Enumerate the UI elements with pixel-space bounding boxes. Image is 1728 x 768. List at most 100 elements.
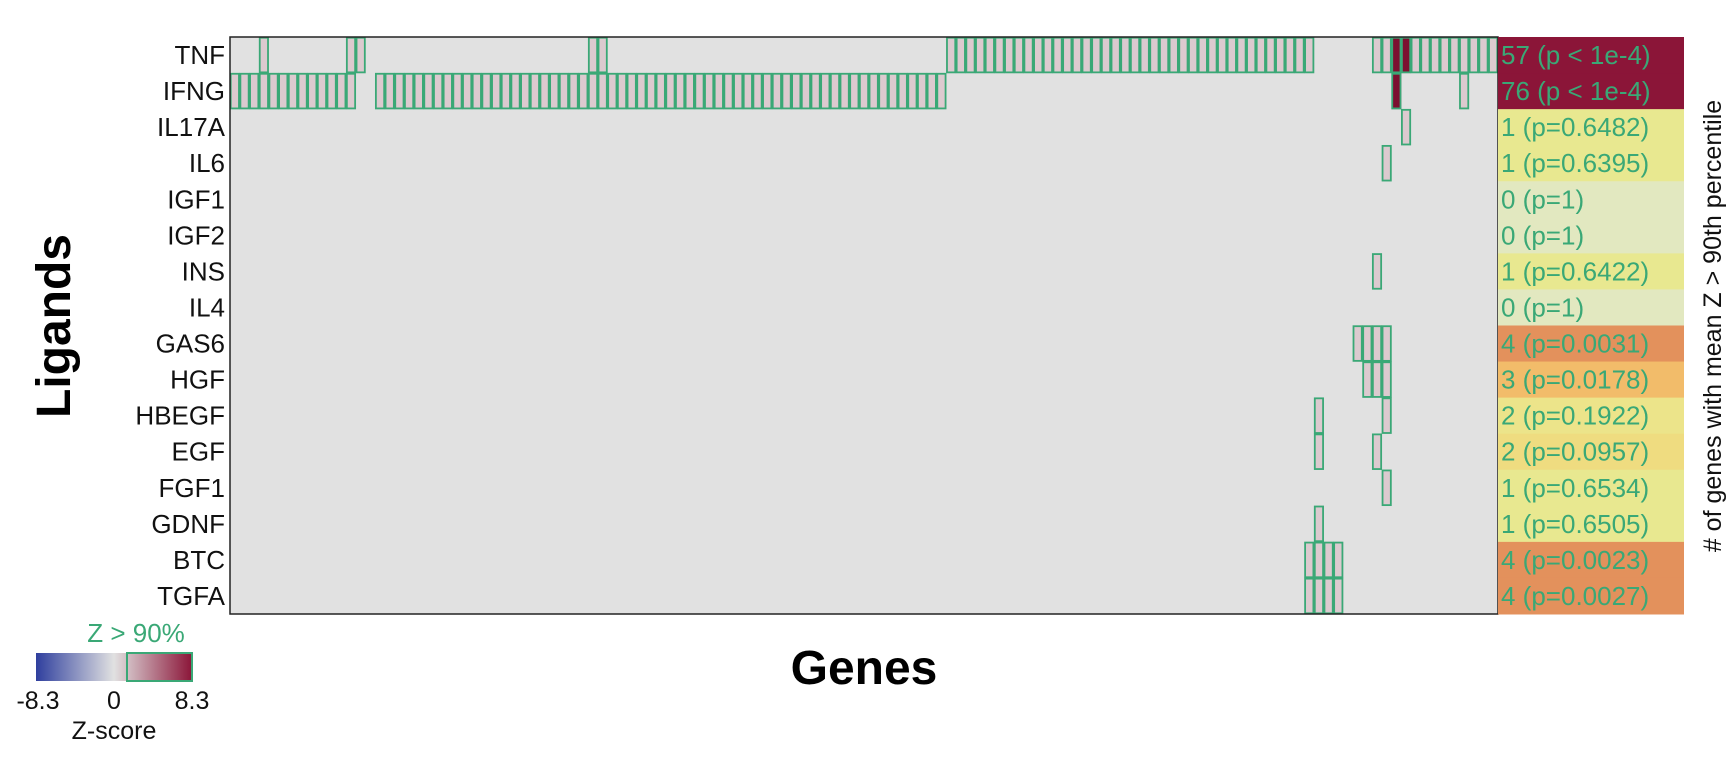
heatmap-cells [230,37,1498,614]
heatmap-cell-HBEGF-119 [1381,397,1392,434]
heatmap-cell-TNF-94 [1139,37,1150,74]
heatmap-cell-TNF-88 [1081,37,1092,74]
highlight-outline-IFNG-41 [626,72,637,110]
heatmap-cell-IFNG-0 [230,73,240,110]
annotation-label-IFNG: 76 (p < 1e-4) [1501,76,1651,106]
highlight-outline-BTC-112 [1313,541,1324,579]
highlight-outline-IFNG-1 [239,72,250,110]
highlight-outline-IFNG-8 [307,72,318,110]
annotation-label-GAS6: 4 (p=0.0031) [1501,329,1649,359]
heatmap-cell-IFNG-29 [510,73,521,110]
highlight-outline-HBEGF-119 [1381,397,1392,434]
heatmap-cell-TNF-96 [1159,37,1169,74]
heatmap-cell-TNF-108 [1275,37,1286,74]
heatmap-cell-GAS6-116 [1352,325,1363,362]
heatmap-cell-IFNG-2 [249,73,260,110]
heatmap-cell-GAS6-119 [1381,325,1392,362]
legend-title: Z-score [72,717,157,745]
highlight-outline-IFNG-51 [723,72,734,110]
heatmap-cell-IFNG-32 [539,73,550,110]
heatmap-cell-IFNG-50 [713,73,724,110]
heatmap-cell-TNF-124 [1430,37,1440,74]
highlight-outline-IFNG-61 [820,72,831,110]
highlight-outline-HBEGF-112 [1313,397,1324,434]
highlight-outline-IFNG-66 [868,72,879,110]
annotation-cell-HGF [1498,361,1684,399]
heatmap-cell-IFNG-55 [762,73,773,110]
heatmap-cell-TNF-103 [1226,37,1237,74]
highlight-outline-BTC-111 [1304,541,1315,579]
legend-threshold-label: Z > 90% [87,618,185,648]
heatmap-cell-IL17A-121 [1401,109,1411,146]
highlight-outline-IFNG-50 [713,72,724,110]
heatmap-cell-TNF-12 [346,37,356,74]
y-axis-title: Ligands [28,234,81,418]
heatmap-cell-IFNG-39 [607,73,618,110]
annotation-label-HBEGF: 2 (p=0.1922) [1501,401,1649,431]
legend-tick-max: 8.3 [175,687,210,715]
annotation-cell-TGFA [1498,577,1684,615]
heatmap-cell-TNF-87 [1072,37,1082,74]
heatmap-cell-TNF-92 [1120,37,1131,74]
heatmap-cell-IFNG-42 [636,73,647,110]
heatmap-cell-TNF-125 [1439,37,1450,74]
heatmap-cell-GAS6-118 [1372,325,1382,362]
heatmap-cell-IFNG-43 [646,73,656,110]
heatmap-cell-IFNG-70 [907,73,918,110]
highlight-outline-IFNG-48 [694,72,705,110]
highlight-outline-IFNG-56 [771,72,782,110]
highlight-outline-GAS6-116 [1352,325,1363,362]
annotation-label-IGF1: 0 (p=1) [1501,184,1584,214]
heatmap-cell-IFNG-12 [346,73,356,110]
heatmap-cell-TNF-105 [1246,37,1257,74]
heatmap-cell-IFNG-63 [839,73,850,110]
heatmap-cell-IFNG-30 [520,73,531,110]
heatmap-cell-IFNG-33 [549,73,560,110]
heatmap-strong-cells [1391,37,1411,110]
highlight-outline-BTC-114 [1333,541,1344,579]
highlight-outline-IFNG-63 [839,72,850,110]
highlight-outline-IFNG-22 [442,72,453,110]
highlight-outline-IFNG-71 [917,72,928,110]
heatmap-cell-TNF-97 [1168,37,1179,74]
highlight-outline-IFNG-57 [781,72,792,110]
heatmap-cell-TNF-81 [1014,37,1024,74]
annotation-cell-EGF [1498,433,1684,471]
highlight-outline-IFNG-120 [1391,72,1402,110]
highlight-outline-IFNG-70 [907,72,918,110]
heatmap-cell-TNF-74 [946,37,956,74]
heatmap-cell-TNF-99 [1188,37,1198,74]
annotation-label-HGF: 3 (p=0.0178) [1501,365,1649,395]
highlight-outline-IFNG-25 [471,72,482,110]
heatmap-cell-TNF-83 [1033,37,1044,74]
annotation-label-IL6: 1 (p=0.6395) [1501,148,1649,178]
highlight-outline-IFNG-37 [587,72,599,110]
heatmap-cell-IFNG-51 [723,73,734,110]
highlight-outline-IFNG-43 [646,72,657,110]
heatmap-cell-HGF-117 [1362,361,1373,398]
heatmap-cell-IFNG-68 [888,73,898,110]
heatmap-cell-TNF-75 [955,37,966,74]
heatmap-cell-TNF-122 [1410,37,1421,74]
heatmap-cell-TNF-104 [1236,37,1247,74]
heatmap-strong-cell-TNF-121 [1401,37,1411,74]
heatmap-cell-IFNG-10 [326,73,337,110]
highlight-outline-IFNG-18 [404,72,415,110]
heatmap-cell-IFNG-53 [743,73,753,110]
highlight-outline-IFNG-29 [510,72,521,110]
highlight-outline-IFNG-16 [384,72,395,110]
highlight-outline-INS-118 [1371,253,1383,290]
row-label-GDNF: GDNF [151,509,225,539]
heatmap-cell-TNF-123 [1420,37,1431,74]
heatmap-cell-IFNG-64 [849,73,860,110]
heatmap-cell-IFNG-18 [404,73,414,110]
row-label-TGFA: TGFA [157,581,226,611]
annotation-cell-IL4 [1498,289,1684,326]
heatmap-cell-TNF-89 [1091,37,1102,74]
annotation-cell-IGF2 [1498,217,1684,254]
heatmap-cell-TNF-80 [1004,37,1015,74]
heatmap-cell-TNF-95 [1149,37,1160,74]
heatmap-cell-IFNG-58 [791,73,802,110]
legend-threshold-box [126,652,193,682]
